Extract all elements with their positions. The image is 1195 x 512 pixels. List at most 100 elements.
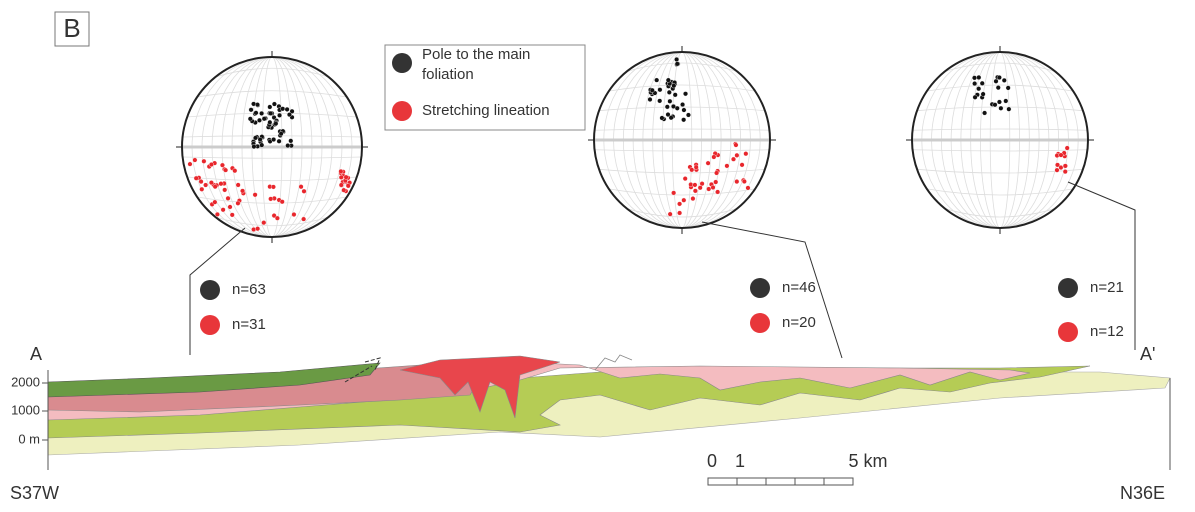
direction-label: S37W [10, 483, 59, 503]
net-dot [680, 102, 686, 108]
scale-label: 5 km [848, 451, 887, 471]
net-grid [215, 67, 329, 78]
net-dot [681, 197, 687, 203]
net-dot [212, 199, 218, 205]
count-label: n=12 [1090, 323, 1124, 340]
net-dot [724, 163, 730, 169]
direction-label: N36E [1120, 483, 1165, 503]
net-dot [1054, 167, 1060, 173]
net-dot [743, 151, 749, 157]
net-dot [248, 107, 254, 113]
net-dot [343, 174, 349, 180]
net-dot [255, 226, 261, 232]
net-dot [203, 182, 209, 188]
net-dot [674, 56, 680, 62]
net-dot [685, 112, 691, 118]
net-dot [996, 75, 1002, 81]
net-dot [1064, 145, 1070, 151]
count-label: n=46 [782, 279, 816, 296]
net-grid [197, 90, 347, 98]
net-dot [711, 154, 717, 160]
net-dot [692, 182, 698, 188]
net-dot [267, 104, 273, 110]
net-dot [285, 143, 291, 149]
elevation-label: 0 m [18, 431, 40, 446]
net-dot [252, 192, 258, 198]
net-dot [214, 211, 220, 217]
net-dot [992, 102, 998, 108]
net-dot [681, 117, 687, 123]
net-dot [1062, 163, 1068, 169]
net-grid [215, 216, 329, 227]
net-grid [608, 188, 756, 196]
net-dot [259, 110, 265, 116]
net-dot [976, 74, 982, 80]
net-dot [706, 186, 712, 192]
section-end: A' [1140, 344, 1155, 364]
section-start: A [30, 344, 42, 364]
net-dot [268, 110, 274, 116]
net-grid [626, 208, 738, 218]
panel-box [54, 11, 90, 47]
net-dot [271, 137, 277, 143]
legend-box [384, 44, 586, 131]
net-dot [1001, 77, 1007, 83]
scale-label: 1 [735, 451, 745, 471]
net-dot [267, 119, 273, 125]
net-dot [666, 89, 672, 95]
net-dot [659, 115, 665, 121]
net-dot [681, 107, 687, 113]
net-dot [665, 112, 671, 118]
net-dot [235, 182, 241, 188]
net-dot [1003, 98, 1009, 104]
net-dot [657, 87, 663, 93]
net-dot [671, 190, 677, 196]
net-dot [280, 106, 286, 112]
net-dot [345, 183, 351, 189]
net-dot [976, 86, 982, 92]
net-dot [220, 207, 226, 213]
net-dot [227, 204, 233, 210]
net-dot [995, 85, 1001, 91]
net-dot [745, 185, 751, 191]
net-dot [972, 75, 978, 81]
net-dot [251, 101, 257, 107]
net-grid [187, 176, 357, 182]
count-label: n=21 [1090, 279, 1124, 296]
net-dot [212, 184, 218, 190]
net-dot [278, 131, 284, 137]
net-dot [298, 184, 304, 190]
net-dot [291, 212, 297, 218]
net-dot [193, 175, 199, 181]
net-dot [199, 186, 205, 192]
stereonet [588, 46, 776, 234]
legend-swatch [392, 53, 412, 73]
count-label: n=20 [782, 314, 816, 331]
stereonet [176, 51, 368, 243]
net-grid [926, 188, 1074, 196]
net-dot [1005, 85, 1011, 91]
elevation-label: 1000 [11, 402, 40, 417]
net-dot [677, 210, 683, 216]
net-dot [279, 199, 285, 205]
net-dot [982, 110, 988, 116]
net-dot [1058, 152, 1064, 158]
net-dot [667, 211, 673, 217]
net-dot [259, 142, 265, 148]
net-dot [288, 138, 294, 144]
net-dot [222, 187, 228, 193]
net-dot [996, 99, 1002, 105]
net-dot [689, 167, 695, 173]
net-grid [594, 149, 770, 152]
net-dot [713, 179, 719, 185]
net-dot [341, 187, 347, 193]
net-grid [182, 156, 362, 159]
net-dot [692, 188, 698, 194]
net-dot [697, 185, 703, 191]
net-dot [647, 96, 653, 102]
net-dot [198, 179, 204, 185]
net-dot [218, 181, 224, 187]
stereonet [906, 46, 1094, 234]
net-dot [683, 91, 689, 97]
